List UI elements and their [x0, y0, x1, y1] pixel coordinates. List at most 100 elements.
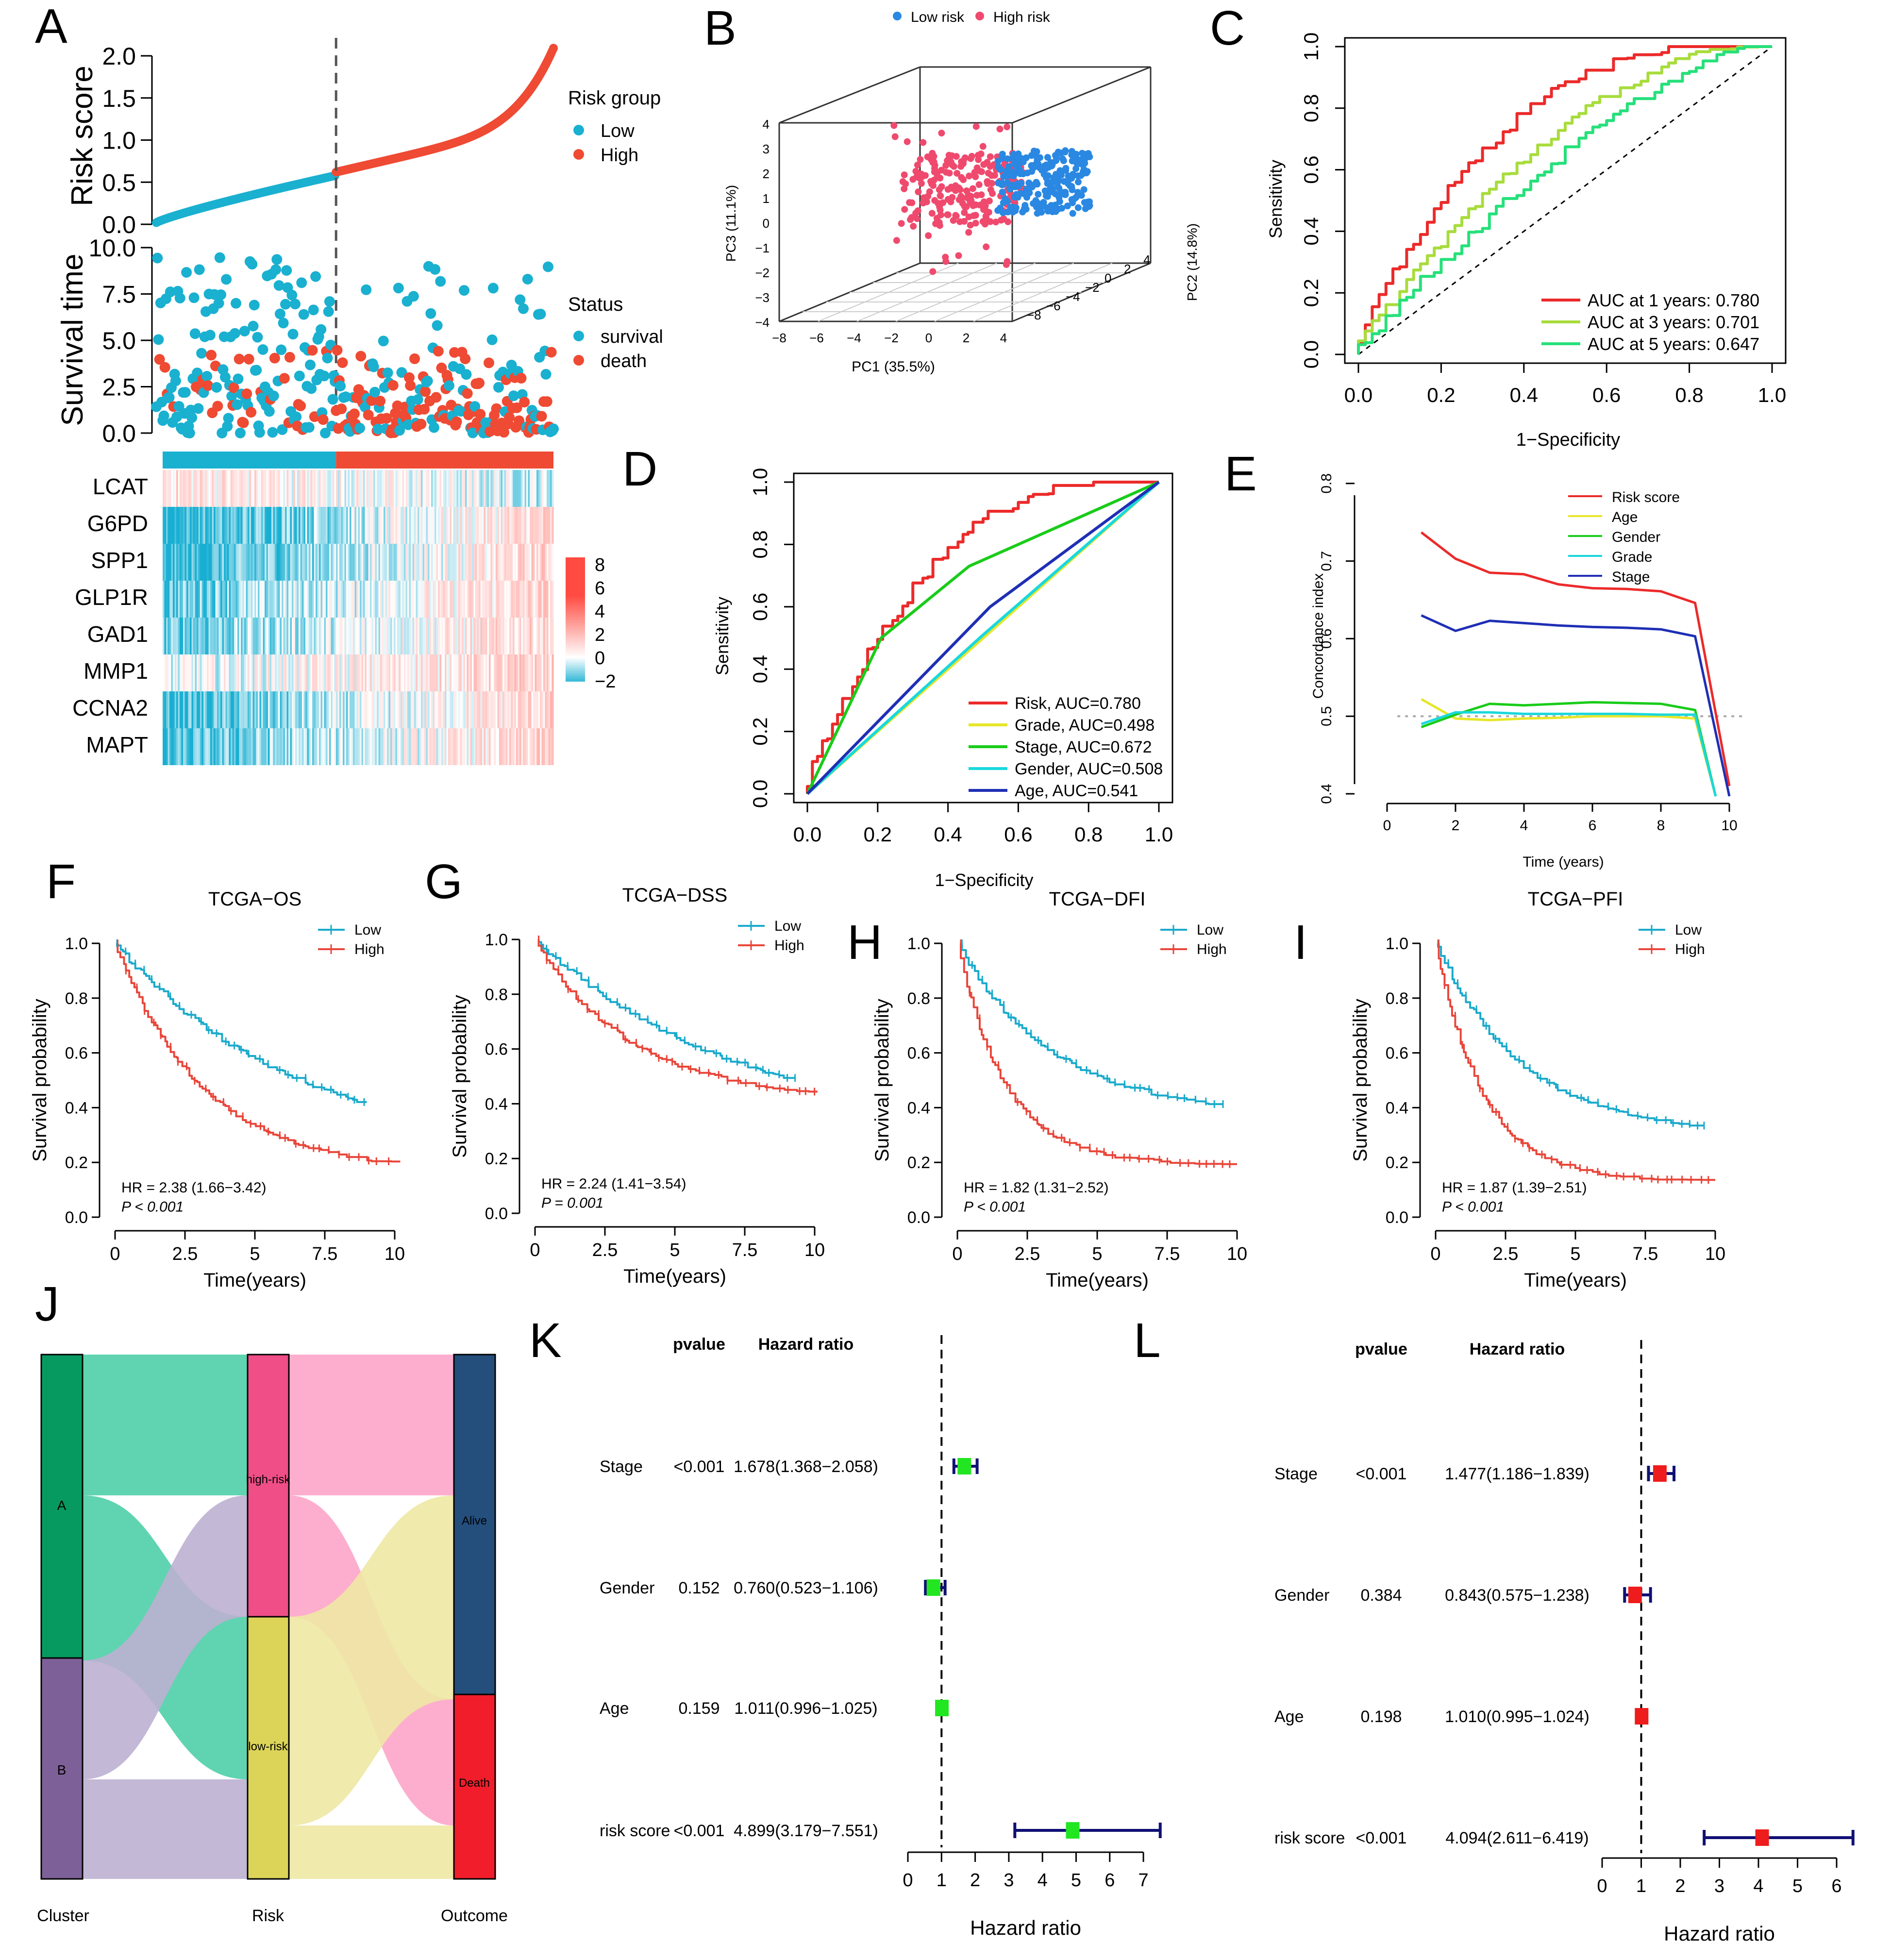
heatmap-cell — [543, 544, 546, 581]
heatmap-cell — [501, 654, 503, 691]
heatmap-cell — [280, 581, 282, 618]
heatmap-cell — [181, 507, 184, 544]
heatmap-cell — [288, 470, 291, 507]
heatmap-cell — [314, 728, 316, 765]
a-surv-ytick-label: 5.0 — [102, 327, 136, 354]
heatmap-cell — [205, 691, 207, 728]
H-xlabel: Time(years) — [1046, 1270, 1149, 1291]
heatmap-cell — [248, 581, 250, 618]
group-bar-low — [163, 452, 336, 469]
heatmap-cell — [424, 654, 427, 691]
heatmap-cell — [203, 691, 206, 728]
G-xtick-label: 0 — [530, 1240, 540, 1260]
colorbar-seg — [566, 636, 585, 638]
heatmap-cell — [399, 728, 401, 765]
colorbar-seg — [566, 601, 585, 603]
survival-point — [211, 382, 222, 393]
heatmap-cell — [531, 618, 534, 654]
heatmap-cell — [261, 618, 264, 654]
colorbar-seg — [566, 627, 585, 630]
L-header-hr: Hazard ratio — [1470, 1340, 1565, 1358]
heatmap-cell — [470, 618, 472, 654]
L-header-pvalue: pvalue — [1355, 1340, 1407, 1358]
heatmap-cell — [174, 470, 177, 507]
d-xtick-label: 0.8 — [1074, 823, 1103, 846]
heatmap-cell — [327, 507, 330, 544]
heatmap-cell — [439, 691, 442, 728]
heatmap-cell — [268, 470, 270, 507]
b-ytick: −6 — [1046, 299, 1061, 313]
heatmap-cell — [552, 691, 554, 728]
survival-point — [474, 377, 485, 388]
K-header-hr: Hazard ratio — [758, 1335, 854, 1354]
heatmap-cell — [237, 691, 240, 728]
survival-point — [223, 413, 234, 424]
heatmap-cell — [302, 507, 304, 544]
heatmap-cell — [472, 470, 474, 507]
heatmap-cell — [299, 618, 301, 654]
pca-highrisk-point — [987, 153, 994, 160]
heatmap-cell — [530, 691, 532, 728]
j-axis-outcome: Outcome — [441, 1907, 508, 1925]
heatmap-cell — [180, 618, 182, 654]
heatmap-cell — [431, 507, 434, 544]
heatmap-cell — [285, 470, 287, 507]
heatmap-cell — [220, 654, 223, 691]
km-high-curve — [960, 943, 1237, 1165]
heatmap-cell — [276, 544, 279, 581]
heatmap-cell — [446, 654, 449, 691]
survival-point — [186, 412, 198, 423]
heatmap-cell — [225, 544, 228, 581]
km-low-curve — [961, 943, 1224, 1106]
heatmap-cell — [416, 581, 418, 618]
heatmap-cell — [229, 470, 231, 507]
heatmap-cell — [337, 618, 340, 654]
heatmap-cell — [205, 544, 207, 581]
heatmap-cell — [266, 581, 268, 618]
pca-highrisk-point — [937, 174, 944, 182]
heatmap-cell — [350, 507, 352, 544]
c-xtick-label: 1.0 — [1758, 384, 1786, 406]
colorbar-seg — [566, 584, 585, 587]
heatmap-cell — [416, 728, 418, 765]
heatmap-cell — [215, 728, 218, 765]
heatmap-cell — [526, 544, 529, 581]
d-ytick-label: 1.0 — [749, 468, 771, 496]
heatmap-cell — [200, 728, 202, 765]
heatmap-cell — [397, 507, 400, 544]
heatmap-cell — [208, 507, 211, 544]
heatmap-cell — [339, 581, 342, 618]
heatmap-cell — [261, 581, 264, 618]
heatmap-cell — [443, 728, 445, 765]
heatmap-cell — [467, 581, 469, 618]
heatmap-cell — [288, 728, 291, 765]
heatmap-cell — [334, 654, 336, 691]
heatmap-cell — [390, 507, 393, 544]
heatmap-cell — [382, 581, 384, 618]
heatmap-cell — [307, 691, 309, 728]
survival-point — [409, 353, 420, 364]
heatmap-cell — [188, 654, 190, 691]
survival-point — [296, 277, 307, 288]
heatmap-cell — [190, 581, 192, 618]
heatmap-cell — [453, 691, 455, 728]
heatmap-cell — [276, 728, 279, 765]
heatmap-cell — [397, 691, 400, 728]
heatmap-cell — [356, 728, 359, 765]
heatmap-cell — [419, 691, 421, 728]
colorbar-seg — [566, 675, 585, 678]
heatmap-cell — [271, 654, 274, 691]
heatmap-cell — [538, 470, 540, 507]
survival-point — [436, 362, 447, 373]
heatmap-cell — [334, 544, 336, 581]
heatmap-cell — [424, 470, 427, 507]
colorbar-seg — [566, 582, 585, 585]
heatmap-cell — [371, 728, 374, 765]
heatmap-cell — [201, 507, 204, 544]
heatmap-cell — [390, 654, 393, 691]
survival-point — [337, 357, 348, 369]
heatmap-cell — [327, 728, 330, 765]
d-xtick-label: 1.0 — [1145, 823, 1173, 846]
heatmap-cell — [205, 507, 207, 544]
heatmap-cell — [395, 728, 398, 765]
